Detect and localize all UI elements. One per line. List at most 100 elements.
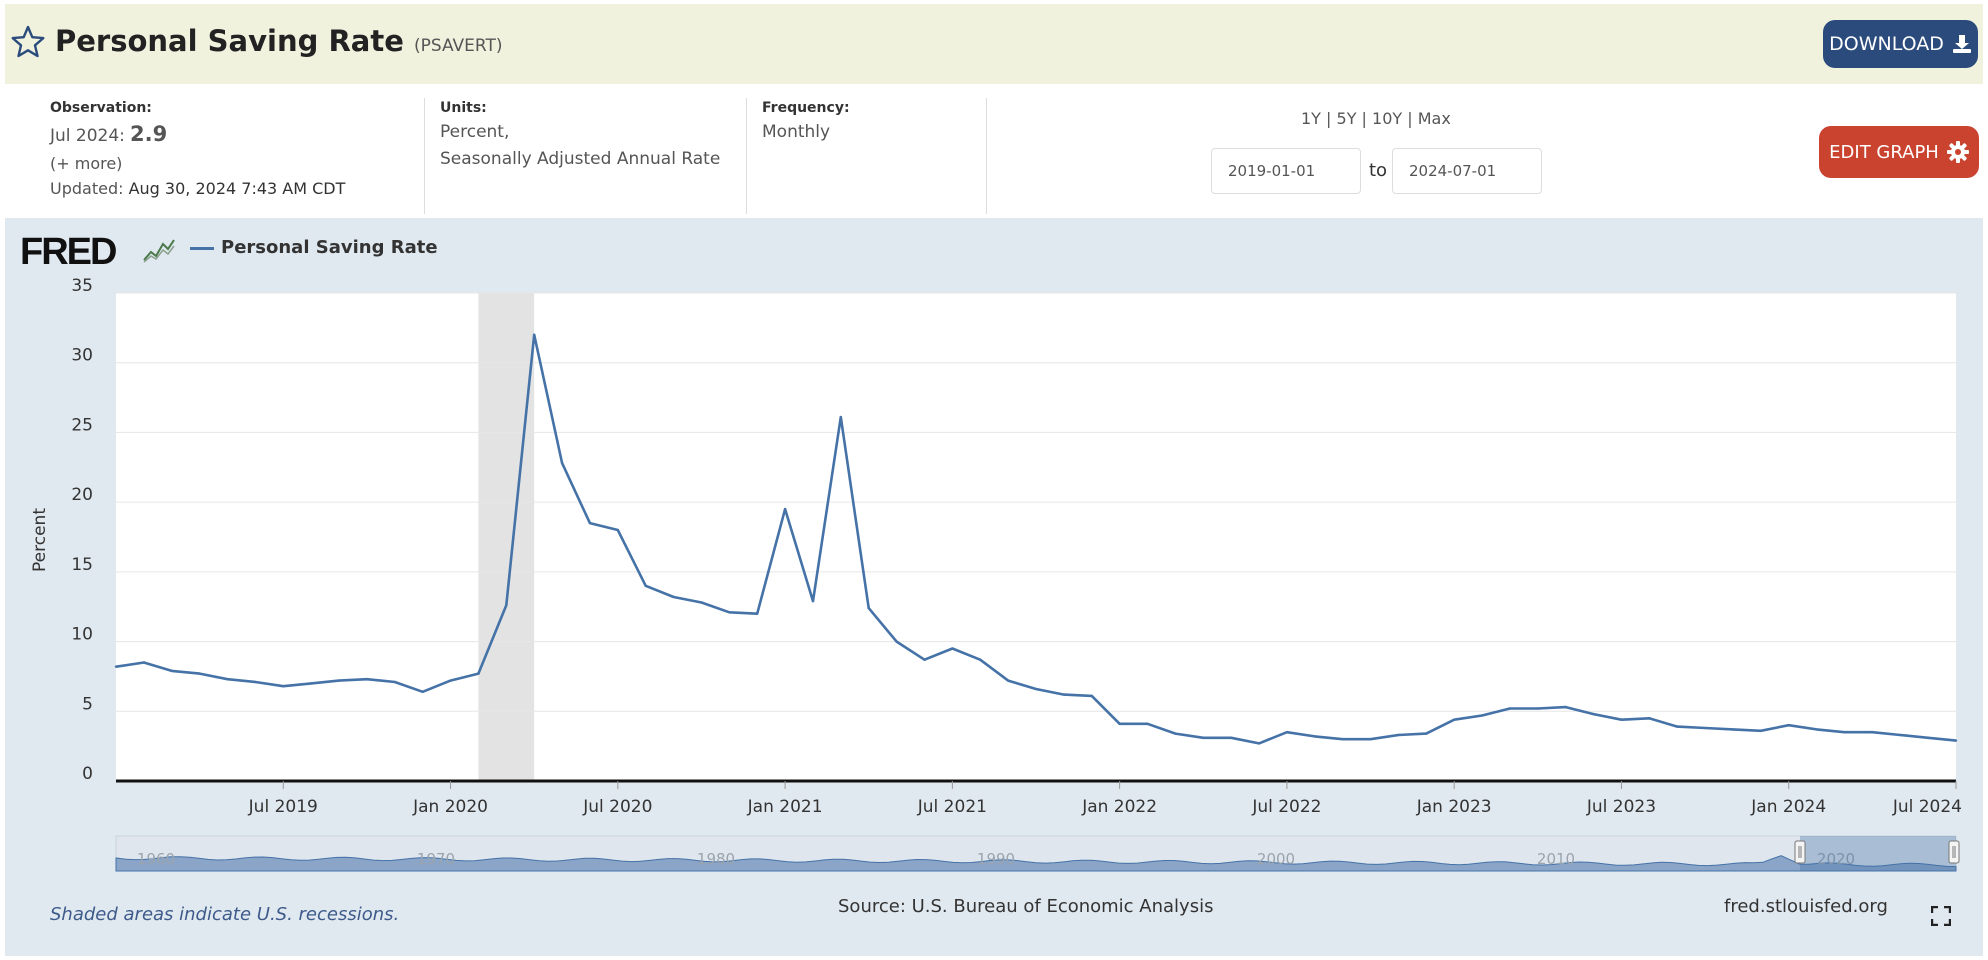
data-point bbox=[1425, 732, 1428, 735]
data-point bbox=[756, 612, 759, 615]
navigator-selection bbox=[1800, 836, 1956, 871]
data-point bbox=[226, 678, 229, 681]
edit-graph-button[interactable]: EDIT GRAPH bbox=[1819, 126, 1979, 178]
data-point bbox=[477, 672, 480, 675]
data-point bbox=[114, 665, 118, 668]
range-10y[interactable]: 10Y bbox=[1372, 109, 1403, 128]
data-point bbox=[1508, 707, 1512, 710]
data-point bbox=[421, 690, 424, 693]
data-point bbox=[923, 658, 926, 661]
updated-label: Updated: bbox=[50, 179, 124, 198]
divider bbox=[746, 98, 747, 214]
data-point bbox=[1954, 739, 1958, 742]
range-5y[interactable]: 5Y bbox=[1336, 109, 1357, 128]
data-point bbox=[644, 584, 647, 587]
series-id: (PSAVERT) bbox=[414, 36, 503, 56]
data-point bbox=[1174, 732, 1177, 735]
end-date-input[interactable]: 2024-07-01 bbox=[1392, 148, 1542, 194]
gear-icon bbox=[1946, 141, 1969, 163]
source-text: Source: U.S. Bureau of Economic Analysis bbox=[838, 896, 1214, 917]
data-point bbox=[1843, 731, 1846, 734]
updated: Updated: Aug 30, 2024 7:43 AM CDT bbox=[50, 179, 345, 198]
x-tick-label: Jul 2024 bbox=[1892, 797, 1962, 817]
navigator-label: 1980 bbox=[697, 850, 735, 868]
star-icon[interactable] bbox=[10, 24, 46, 60]
data-point bbox=[1313, 735, 1316, 738]
data-point bbox=[588, 521, 592, 525]
data-point bbox=[1006, 679, 1010, 682]
data-point bbox=[1090, 694, 1093, 698]
data-point bbox=[1536, 707, 1540, 710]
navigator-label: 2000 bbox=[1257, 850, 1295, 868]
x-tick-label: Jul 2021 bbox=[917, 797, 987, 817]
y-axis-ticks: 0 5 10 15 20 25 30 35 bbox=[71, 276, 93, 784]
data-point bbox=[449, 679, 452, 682]
data-point bbox=[700, 601, 703, 604]
data-point bbox=[672, 595, 675, 599]
more-link[interactable]: (+ more) bbox=[50, 154, 123, 173]
range-navigator: 1960 1970 1980 1990 2000 2010 2020 bbox=[115, 835, 1960, 872]
data-point bbox=[1815, 728, 1818, 731]
plot-area bbox=[116, 293, 1956, 781]
data-point bbox=[254, 680, 257, 684]
fullscreen-icon[interactable] bbox=[1931, 906, 1951, 926]
data-point bbox=[1285, 731, 1289, 734]
navigator-handle[interactable] bbox=[1948, 840, 1960, 864]
x-tick-label: Jul 2022 bbox=[1251, 797, 1321, 817]
data-point bbox=[1564, 705, 1567, 709]
data-point bbox=[616, 528, 620, 532]
y-tick-label: 10 bbox=[71, 625, 93, 645]
recession-note: Shaded areas indicate U.S. recessions. bbox=[50, 904, 400, 925]
start-date-input[interactable]: 2019-01-01 bbox=[1211, 148, 1361, 194]
download-button[interactable]: DOWNLOAD bbox=[1823, 20, 1978, 68]
data-point bbox=[867, 606, 870, 610]
data-point bbox=[1620, 718, 1623, 721]
data-point bbox=[1480, 714, 1484, 717]
y-tick-label: 5 bbox=[82, 694, 93, 714]
data-point bbox=[895, 640, 898, 643]
data-point bbox=[142, 661, 146, 664]
data-point bbox=[1202, 736, 1205, 739]
navigator-area bbox=[115, 855, 1957, 872]
data-point bbox=[1871, 731, 1874, 734]
y-tick-label: 25 bbox=[71, 415, 93, 435]
data-point bbox=[1592, 712, 1595, 716]
series-title: Personal Saving Rate bbox=[55, 24, 404, 58]
data-point bbox=[532, 333, 536, 337]
x-tick-label: Jan 2023 bbox=[1416, 797, 1492, 817]
data-point bbox=[728, 611, 731, 614]
data-point bbox=[309, 682, 313, 685]
data-point bbox=[1369, 737, 1372, 741]
range-max[interactable]: Max bbox=[1417, 109, 1451, 128]
data-point bbox=[198, 672, 201, 675]
x-tick-label: Jan 2020 bbox=[412, 797, 488, 817]
download-label: DOWNLOAD bbox=[1829, 33, 1944, 55]
x-tick-label: Jul 2023 bbox=[1586, 797, 1656, 817]
series-header bbox=[5, 4, 1983, 84]
range-1y[interactable]: 1Y bbox=[1301, 109, 1321, 128]
x-tick-label: Jan 2022 bbox=[1081, 797, 1157, 817]
navigator-label: 1970 bbox=[417, 850, 455, 868]
observation-date: Jul 2024: bbox=[50, 126, 125, 146]
y-axis-label: Percent bbox=[30, 508, 50, 572]
data-point bbox=[1676, 725, 1679, 728]
navigator-label: 1960 bbox=[137, 850, 175, 868]
site-link[interactable]: fred.stlouisfed.org bbox=[1724, 896, 1888, 917]
navigator-label: 2010 bbox=[1537, 850, 1575, 868]
x-tick-label: Jan 2024 bbox=[1750, 797, 1826, 817]
updated-value: Aug 30, 2024 7:43 AM CDT bbox=[128, 179, 346, 198]
navigator-label: 1990 bbox=[977, 850, 1015, 868]
data-point bbox=[1759, 729, 1763, 733]
data-point bbox=[337, 679, 341, 682]
navigator-handle[interactable] bbox=[1794, 840, 1806, 864]
data-point bbox=[1452, 718, 1456, 721]
page-title: Personal Saving Rate (PSAVERT) bbox=[55, 24, 503, 58]
y-tick-label: 30 bbox=[71, 346, 93, 366]
data-point bbox=[365, 678, 369, 681]
data-point bbox=[1146, 722, 1149, 726]
data-point bbox=[1118, 722, 1121, 726]
observation-label: Observation: bbox=[50, 100, 152, 116]
series-layer bbox=[114, 333, 1958, 745]
recession-band bbox=[478, 293, 535, 781]
